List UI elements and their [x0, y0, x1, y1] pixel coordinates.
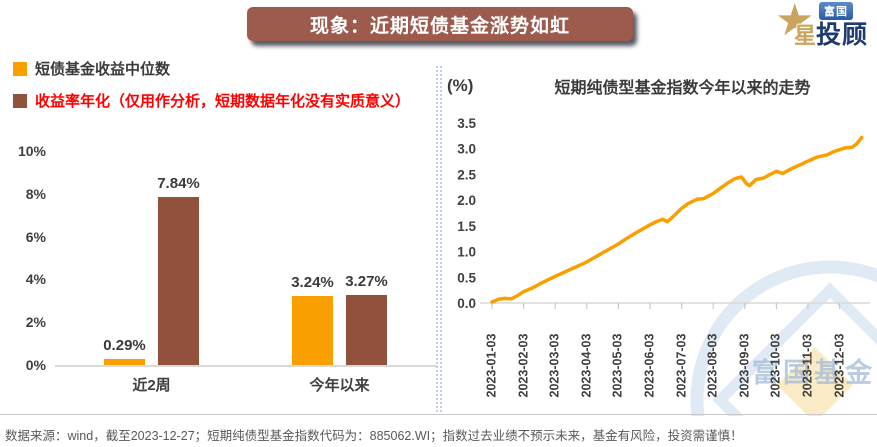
logo-name: 投顾 — [816, 21, 869, 49]
footer-divider — [0, 414, 877, 415]
x-axis-tick-label: 2023-05-03 — [610, 333, 625, 398]
y-axis-tick-label: 2% — [25, 314, 46, 331]
line-plot-area: 3.5 3.0 2.5 2.0 1.5 1.0 0.5 0.0 — [457, 116, 870, 311]
x-axis-tick-label: 2023-03-03 — [547, 333, 562, 398]
line-chart: (%) 短期纯债型基金指数今年以来的走势 3.5 3.0 2.5 2.0 1.5 1.0 0… — [440, 0, 877, 420]
bar-chart-baseline — [55, 365, 437, 367]
bar-近2周-series0 — [104, 359, 145, 365]
bar-chart: 短债基金收益中位数 收益率年化（仅用作分析，短期数据年化没有实质意义） 0.29… — [0, 0, 440, 420]
y-axis-tick-label: 10% — [17, 143, 46, 159]
page-title: 现象：近期短债基金涨势如虹 — [309, 15, 570, 37]
line-y-tick-label: 2.5 — [457, 167, 476, 182]
logo-star-character: 星 — [794, 23, 817, 48]
category-label: 近2周 — [132, 377, 171, 394]
star-icon: ★ — [775, 0, 815, 45]
x-axis-tick-label: 2023-11-03 — [800, 333, 815, 398]
dotted-divider — [436, 66, 442, 412]
bar-近2周-series1 — [158, 197, 199, 365]
y-axis-tick-label: 4% — [25, 271, 46, 288]
legend-swatch-brown — [13, 93, 27, 108]
x-axis-tick-label: 2023-01-03 — [484, 333, 499, 398]
logo-badge: 富国 — [819, 2, 853, 20]
line-y-tick-label: 2.0 — [457, 193, 476, 208]
line-y-tick-label: 0.0 — [457, 296, 476, 311]
page-title-banner: 现象：近期短债基金涨势如虹 — [247, 7, 633, 41]
bar-value-label: 3.27% — [345, 273, 388, 290]
y-axis-tick-label: 0% — [25, 357, 46, 373]
legend-item-median-return: 短债基金收益中位数 — [13, 58, 170, 79]
y-axis-unit-label: (%) — [447, 76, 474, 95]
legend-label: 收益率年化（仅用作分析，短期数据年化没有实质意义） — [35, 93, 411, 110]
y-axis-tick-label: 8% — [25, 185, 46, 202]
x-axis-tick-label: 2023-04-03 — [579, 333, 594, 398]
line-y-tick-label: 1.0 — [457, 245, 476, 260]
line-y-tick-label: 3.5 — [457, 116, 476, 131]
x-axis-tick-label: 2023-08-03 — [705, 333, 720, 398]
x-axis-tick-label: 2023-09-03 — [737, 333, 752, 398]
x-axis-tick-label: 2023-06-03 — [642, 333, 657, 398]
legend-label: 短债基金收益中位数 — [35, 61, 171, 78]
x-axis-tick-label: 2023-02-03 — [516, 333, 531, 398]
line-chart-title: 短期纯债型基金指数今年以来的走势 — [554, 80, 811, 97]
line-y-tick-label: 3.0 — [457, 142, 476, 157]
bar-value-label: 0.29% — [103, 337, 146, 354]
category-label: 今年以来 — [309, 377, 370, 394]
x-axis-tick-label: 2023-12-03 — [832, 333, 847, 398]
bar-今年以来-series0 — [292, 296, 333, 365]
legend-item-annualized: 收益率年化（仅用作分析，短期数据年化没有实质意义） — [13, 90, 410, 111]
footer-source-note: 数据来源：wind，截至2023-12-27；短期纯债型基金指数代码为：8850… — [5, 429, 743, 443]
brand-logo: ★ 星 富国 投顾 — [775, 0, 873, 49]
legend-swatch-orange — [13, 61, 27, 76]
bar-value-label: 3.24% — [291, 274, 334, 291]
line-y-tick-label: 1.5 — [457, 219, 476, 234]
x-axis-tick-label: 2023-10-03 — [768, 333, 783, 398]
bar-今年以来-series1 — [346, 295, 387, 365]
bar-plot-area: 0.29% 7.84% 3.24% 3.27% — [55, 145, 437, 365]
y-axis-tick-label: 6% — [25, 228, 46, 245]
line-y-tick-label: 0.5 — [457, 270, 476, 285]
bar-value-label: 7.84% — [157, 175, 200, 192]
x-axis-tick-label: 2023-07-03 — [674, 333, 689, 398]
fund-index-line-series — [490, 135, 864, 304]
